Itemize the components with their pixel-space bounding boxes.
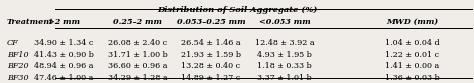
Text: 34.90 ± 1.34 c: 34.90 ± 1.34 c [34,39,94,47]
Text: Treatment: Treatment [7,18,54,26]
Text: 1.36 ± 0.03 b: 1.36 ± 0.03 b [385,74,440,82]
Text: 36.60 ± 0.96 a: 36.60 ± 0.96 a [108,62,167,70]
Text: 14.89 ± 1.27 c: 14.89 ± 1.27 c [181,74,240,82]
Text: 34.29 ± 1.28 a: 34.29 ± 1.28 a [108,74,167,82]
Text: 1.18 ± 0.33 b: 1.18 ± 0.33 b [257,62,312,70]
Text: 1.22 ± 0.01 c: 1.22 ± 0.01 c [385,51,439,59]
Text: Distribution of Soil Aggregate (%): Distribution of Soil Aggregate (%) [157,6,317,14]
Text: 48.94 ± 0.96 a: 48.94 ± 0.96 a [34,62,94,70]
Text: 3.37 ± 1.01 b: 3.37 ± 1.01 b [257,74,312,82]
Text: 41.43 ± 0.90 b: 41.43 ± 0.90 b [34,51,94,59]
Text: 0.053–0.25 mm: 0.053–0.25 mm [177,18,245,26]
Text: BF10: BF10 [7,51,29,59]
Text: 31.71 ± 1.00 b: 31.71 ± 1.00 b [108,51,167,59]
Text: <0.053 mm: <0.053 mm [258,18,310,26]
Text: 13.28 ± 0.40 c: 13.28 ± 0.40 c [182,62,240,70]
Text: 26.08 ± 2.40 c: 26.08 ± 2.40 c [108,39,167,47]
Text: >2 mm: >2 mm [48,18,80,26]
Text: 1.04 ± 0.04 d: 1.04 ± 0.04 d [385,39,440,47]
Text: 21.93 ± 1.59 b: 21.93 ± 1.59 b [181,51,241,59]
Text: 26.54 ± 1.46 a: 26.54 ± 1.46 a [181,39,241,47]
Text: BF20: BF20 [7,62,29,70]
Text: MWD (mm): MWD (mm) [386,18,438,26]
Text: 47.46 ± 1.00 a: 47.46 ± 1.00 a [34,74,94,82]
Text: 1.41 ± 0.00 a: 1.41 ± 0.00 a [385,62,439,70]
Text: CF: CF [7,39,19,47]
Text: 12.48 ± 3.92 a: 12.48 ± 3.92 a [255,39,314,47]
Text: BF30: BF30 [7,74,29,82]
Text: 0.25–2 mm: 0.25–2 mm [113,18,162,26]
Text: 4.93 ± 1.95 b: 4.93 ± 1.95 b [257,51,312,59]
